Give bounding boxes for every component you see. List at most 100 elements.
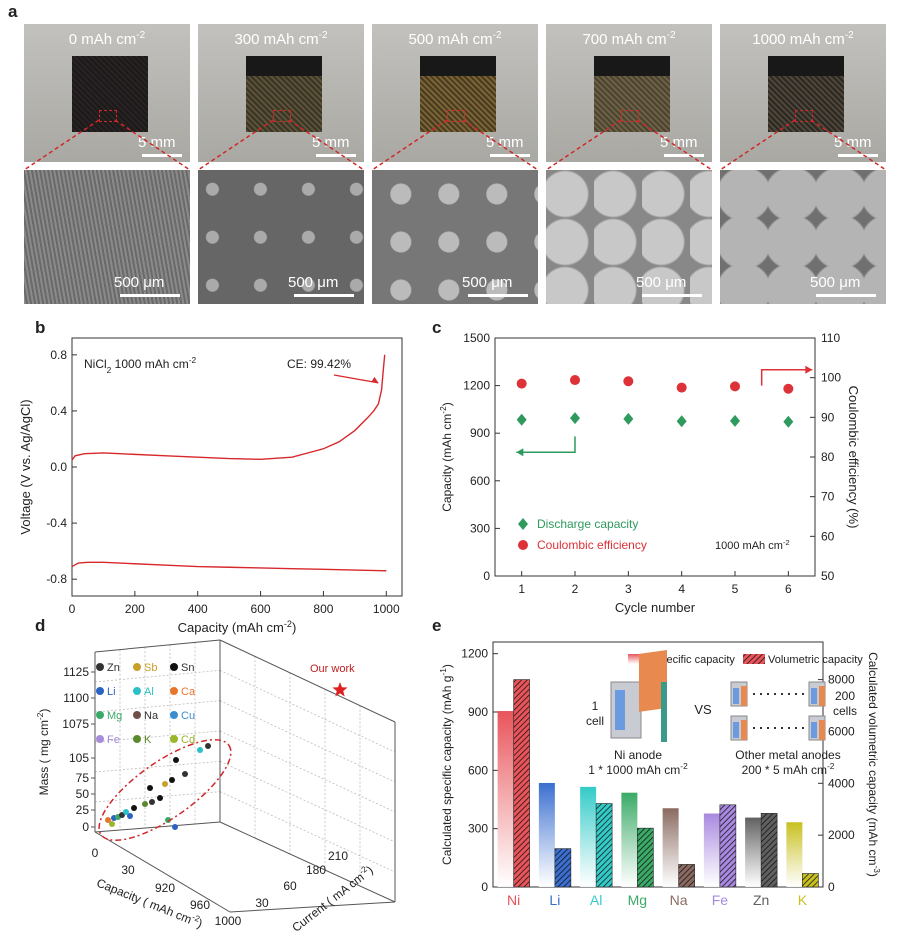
volumetric-capacity-bar [760,813,778,888]
sample-photo: 300 mAh cm-2 5 mm [198,24,364,162]
frame-edge [94,831,231,913]
x-tick-label: 1000 [373,602,400,616]
sem-scalebar [642,294,702,297]
legend-marker-volumetric [743,654,765,664]
legend-marker [96,711,104,719]
legend-label: Mg [107,710,122,722]
specific-capacity-bar [786,822,803,887]
y-tick-label: 1100 [63,691,89,705]
discharge-point [570,412,580,425]
sem-scalebar-label: 500 μm [810,274,861,291]
y-right-tick-label: 6000 [828,724,855,738]
ni-anode-label: Ni anode [614,748,662,762]
data-point [197,747,203,753]
sem-scalebar [294,294,354,297]
y-left-axis-title: Calculated specific capacity (mAh g-1) [438,664,454,865]
discharge-point [623,412,634,425]
x-tick-label: 2 [572,582,579,596]
other-anodes-label: Other metal anodes [735,748,840,762]
specific-capacity-bar [538,782,555,887]
legend-label-specific: Specific capacity [653,654,735,666]
ce-arrow [333,374,379,384]
y-tick-label: 1075 [62,717,89,731]
sem-scalebar-label: 500 μm [636,274,687,291]
photo-scalebar-label: 5 mm [486,134,524,151]
zoom-box [795,110,813,122]
zoom-box [447,110,465,122]
capacity-label: 300 mAh cm-2 [234,30,328,48]
ni-anode-plate [615,690,625,730]
y-tick-label: 50 [76,787,90,801]
legend-label: K [144,734,152,746]
legend-label-volumetric: Volumetric capacity [768,654,863,666]
plot-frame [71,337,403,597]
y-tick-label: 0 [82,820,89,834]
legend-marker [96,687,104,695]
y-axis-title: Mass ( mg cm-2) [35,709,51,796]
panel-a-images: 0 mAh cm-2 5 mm 500 μm 300 mAh cm-2 5 mm 500 … [0,0,920,310]
data-point [127,813,133,819]
cells-200-label: 200 [835,689,855,703]
volumetric-capacity-bar [802,873,819,888]
y-right-tick-label: 60 [821,529,835,543]
volumetric-capacity-bar [678,864,695,888]
data-point [105,817,111,823]
sample-photo: 1000 mAh cm-2 5 mm [720,24,886,162]
sem-image: 500 μm [372,170,538,304]
data-point [182,771,188,777]
data-point [147,785,153,791]
sample-photo: 500 mAh cm-2 5 mm [372,24,538,162]
specific-capacity-bar [580,786,597,887]
y-right-tick-label: 100 [821,371,841,385]
photo-scalebar-label: 5 mm [660,134,698,151]
ce-point [676,382,687,393]
photo-scalebar [316,154,356,157]
category-label: Li [549,892,560,908]
capacity-label: 0 mAh cm-2 [68,30,146,48]
data-point [169,777,175,783]
volumetric-capacity-bar [637,827,654,888]
photo-scalebar-label: 5 mm [138,134,176,151]
category-label: Zn [753,892,769,908]
y-right-tick-label: 90 [821,410,835,424]
y-right-tick-label: 70 [821,490,835,504]
y-tick-label: 0.4 [50,404,67,418]
specific-capacity-bar [703,813,720,887]
panel-letter-d: d [35,616,46,635]
capacity-label: 500 mAh cm-2 [408,30,502,48]
mini-cathode [819,686,825,706]
capacity-label: 1000 mAh cm-2 [752,30,854,48]
legend-label: Li [107,686,116,698]
x-axis-title: Cycle number [615,600,696,615]
x-tick-label: 400 [188,602,208,616]
discharge-point [730,414,740,427]
legend-label: Sn [181,662,194,674]
data-point [165,817,171,823]
legend-marker-discharge [518,518,528,530]
sem-scalebar-label: 500 μm [462,274,513,291]
specific-capacity-bar [621,792,638,887]
y-left-tick-label: 900 [468,705,488,719]
y-tick-label: -0.4 [46,516,67,530]
carbon-cloth-sample [768,56,844,132]
zoom-box [621,110,639,122]
cathode-plate [639,649,667,712]
y-tick-label: 25 [76,803,90,817]
y-left-tick-label: 1200 [461,647,488,661]
grid-line [94,700,221,713]
specific-capacity-bar [662,808,679,887]
y-left-tick-label: 300 [470,521,490,535]
data-point [173,757,179,763]
legend-marker [133,663,141,671]
current-tick-label: 210 [328,849,348,863]
sample-photo: 700 mAh cm-2 5 mm [546,24,712,162]
sem-image: 500 μm [546,170,712,304]
volumetric-capacity-bar [719,804,737,888]
data-point [109,821,115,827]
plot-frame [492,641,824,888]
discharge-point [783,415,794,428]
y-right-tick-label: 50 [821,569,835,583]
photo-scalebar [838,154,878,157]
legend-label-discharge: Discharge capacity [537,517,638,531]
data-point [162,781,168,787]
